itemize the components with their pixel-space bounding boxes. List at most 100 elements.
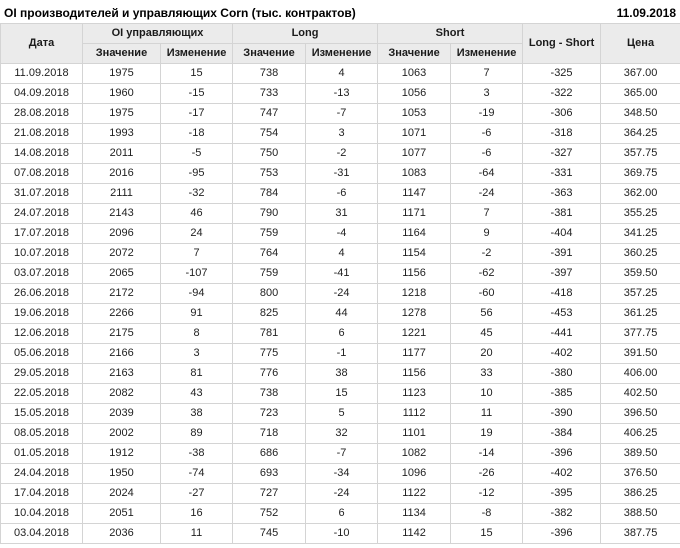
table-row: 12.06.2018 2175 8 781 6 1221 45 -441 377.75 [0, 323, 680, 344]
cell-short-value: 1056 [377, 83, 452, 104]
cell-oi-value: 2002 [82, 423, 161, 444]
cell-short-change: 19 [450, 423, 524, 444]
cell-short-value: 1077 [377, 143, 452, 164]
cell-long-value: 750 [232, 143, 307, 164]
cell-oi-change: -38 [159, 443, 234, 464]
cell-short-value: 1156 [377, 263, 452, 284]
cell-long-short: -390 [522, 403, 602, 424]
cell-short-value: 1101 [377, 423, 452, 444]
cell-short-value: 1147 [377, 183, 452, 204]
cell-oi-value: 2072 [82, 243, 161, 264]
cell-oi-value: 2036 [82, 523, 161, 544]
page-title: OI производителей и управляющих Corn (ты… [4, 6, 356, 20]
cell-short-change: 56 [450, 303, 524, 324]
cell-price: 365.00 [600, 83, 680, 104]
cell-price: 369.75 [600, 163, 680, 184]
col-group-oi: OI управляющих [81, 23, 234, 44]
table-row: 03.07.2018 2065 -107 759 -41 1156 -62 -397 359.5… [0, 263, 680, 284]
cell-oi-value: 2143 [82, 203, 161, 224]
cell-date: 04.09.2018 [0, 83, 83, 104]
cell-short-value: 1134 [377, 503, 452, 524]
cell-long-short: -397 [522, 263, 602, 284]
cell-short-value: 1221 [377, 323, 452, 344]
cell-date: 10.07.2018 [0, 243, 83, 264]
cell-long-change: -24 [305, 483, 379, 504]
cell-long-short: -327 [522, 143, 602, 164]
cell-long-short: -395 [522, 483, 602, 504]
cell-long-short: -306 [522, 103, 602, 124]
cell-long-value: 825 [232, 303, 307, 324]
cell-oi-change: -5 [159, 143, 234, 164]
cell-long-value: 764 [232, 243, 307, 264]
cell-long-short: -322 [522, 83, 602, 104]
cell-date: 10.04.2018 [0, 503, 83, 524]
cell-short-value: 1164 [377, 223, 452, 244]
cell-price: 357.25 [600, 283, 680, 304]
cell-price: 364.25 [600, 123, 680, 144]
cell-date: 24.04.2018 [0, 463, 83, 484]
cell-long-short: -453 [522, 303, 602, 324]
cell-date: 17.04.2018 [0, 483, 83, 504]
table-row: 04.09.2018 1960 -15 733 -13 1056 3 -322 365.00 [0, 83, 680, 104]
table-row: 14.08.2018 2011 -5 750 -2 1077 -6 -327 357.75 [0, 143, 680, 164]
cell-price: 361.25 [600, 303, 680, 324]
cell-price: 389.50 [600, 443, 680, 464]
col-group-short: Short [377, 23, 524, 44]
table-row: 17.04.2018 2024 -27 727 -24 1122 -12 -395 386.25 [0, 483, 680, 504]
cell-price: 386.25 [600, 483, 680, 504]
cell-long-value: 790 [232, 203, 307, 224]
table-row: 26.06.2018 2172 -94 800 -24 1218 -60 -418 357.25 [0, 283, 680, 304]
cell-oi-change: 11 [159, 523, 234, 544]
cell-long-change: -41 [305, 263, 379, 284]
cell-oi-change: 46 [159, 203, 234, 224]
cell-date: 07.08.2018 [0, 163, 83, 184]
cell-long-value: 775 [232, 343, 307, 364]
cell-date: 14.08.2018 [0, 143, 83, 164]
cell-short-change: -12 [450, 483, 524, 504]
cell-short-change: 7 [450, 63, 524, 84]
col-header-long-short: Long - Short [522, 23, 602, 64]
cell-long-change: -1 [305, 343, 379, 364]
cell-long-short: -363 [522, 183, 602, 204]
cell-oi-value: 2096 [82, 223, 161, 244]
cell-short-change: 11 [450, 403, 524, 424]
cell-short-value: 1154 [377, 243, 452, 264]
cell-long-value: 718 [232, 423, 307, 444]
cell-long-short: -396 [522, 523, 602, 544]
cell-oi-value: 2024 [82, 483, 161, 504]
cell-oi-value: 2166 [82, 343, 161, 364]
cell-long-short: -325 [522, 63, 602, 84]
cell-short-change: -14 [450, 443, 524, 464]
cell-short-value: 1071 [377, 123, 452, 144]
cell-long-value: 693 [232, 463, 307, 484]
cell-short-change: 9 [450, 223, 524, 244]
cell-price: 341.25 [600, 223, 680, 244]
cot-table: Дата OI управляющих Long Short Long - Sh… [0, 23, 680, 544]
cell-oi-change: 38 [159, 403, 234, 424]
cell-long-short: -331 [522, 163, 602, 184]
cell-oi-change: 8 [159, 323, 234, 344]
cell-oi-value: 1975 [82, 63, 161, 84]
cell-long-change: -4 [305, 223, 379, 244]
cell-long-value: 747 [232, 103, 307, 124]
cell-price: 355.25 [600, 203, 680, 224]
cell-short-value: 1063 [377, 63, 452, 84]
cell-oi-value: 2175 [82, 323, 161, 344]
cell-short-value: 1142 [377, 523, 452, 544]
cell-oi-value: 1993 [82, 123, 161, 144]
cell-long-change: 4 [305, 243, 379, 264]
cell-long-short: -318 [522, 123, 602, 144]
table-row: 21.08.2018 1993 -18 754 3 1071 -6 -318 364.25 [0, 123, 680, 144]
cell-short-value: 1096 [377, 463, 452, 484]
cell-date: 17.07.2018 [0, 223, 83, 244]
cell-short-change: -60 [450, 283, 524, 304]
cell-oi-value: 2111 [82, 183, 161, 204]
table-row: 01.05.2018 1912 -38 686 -7 1082 -14 -396 389.50 [0, 443, 680, 464]
cell-long-short: -441 [522, 323, 602, 344]
cell-oi-value: 1975 [82, 103, 161, 124]
cell-long-value: 752 [232, 503, 307, 524]
cell-long-change: -2 [305, 143, 379, 164]
cell-price: 359.50 [600, 263, 680, 284]
cell-long-change: 32 [305, 423, 379, 444]
cell-date: 03.04.2018 [0, 523, 83, 544]
